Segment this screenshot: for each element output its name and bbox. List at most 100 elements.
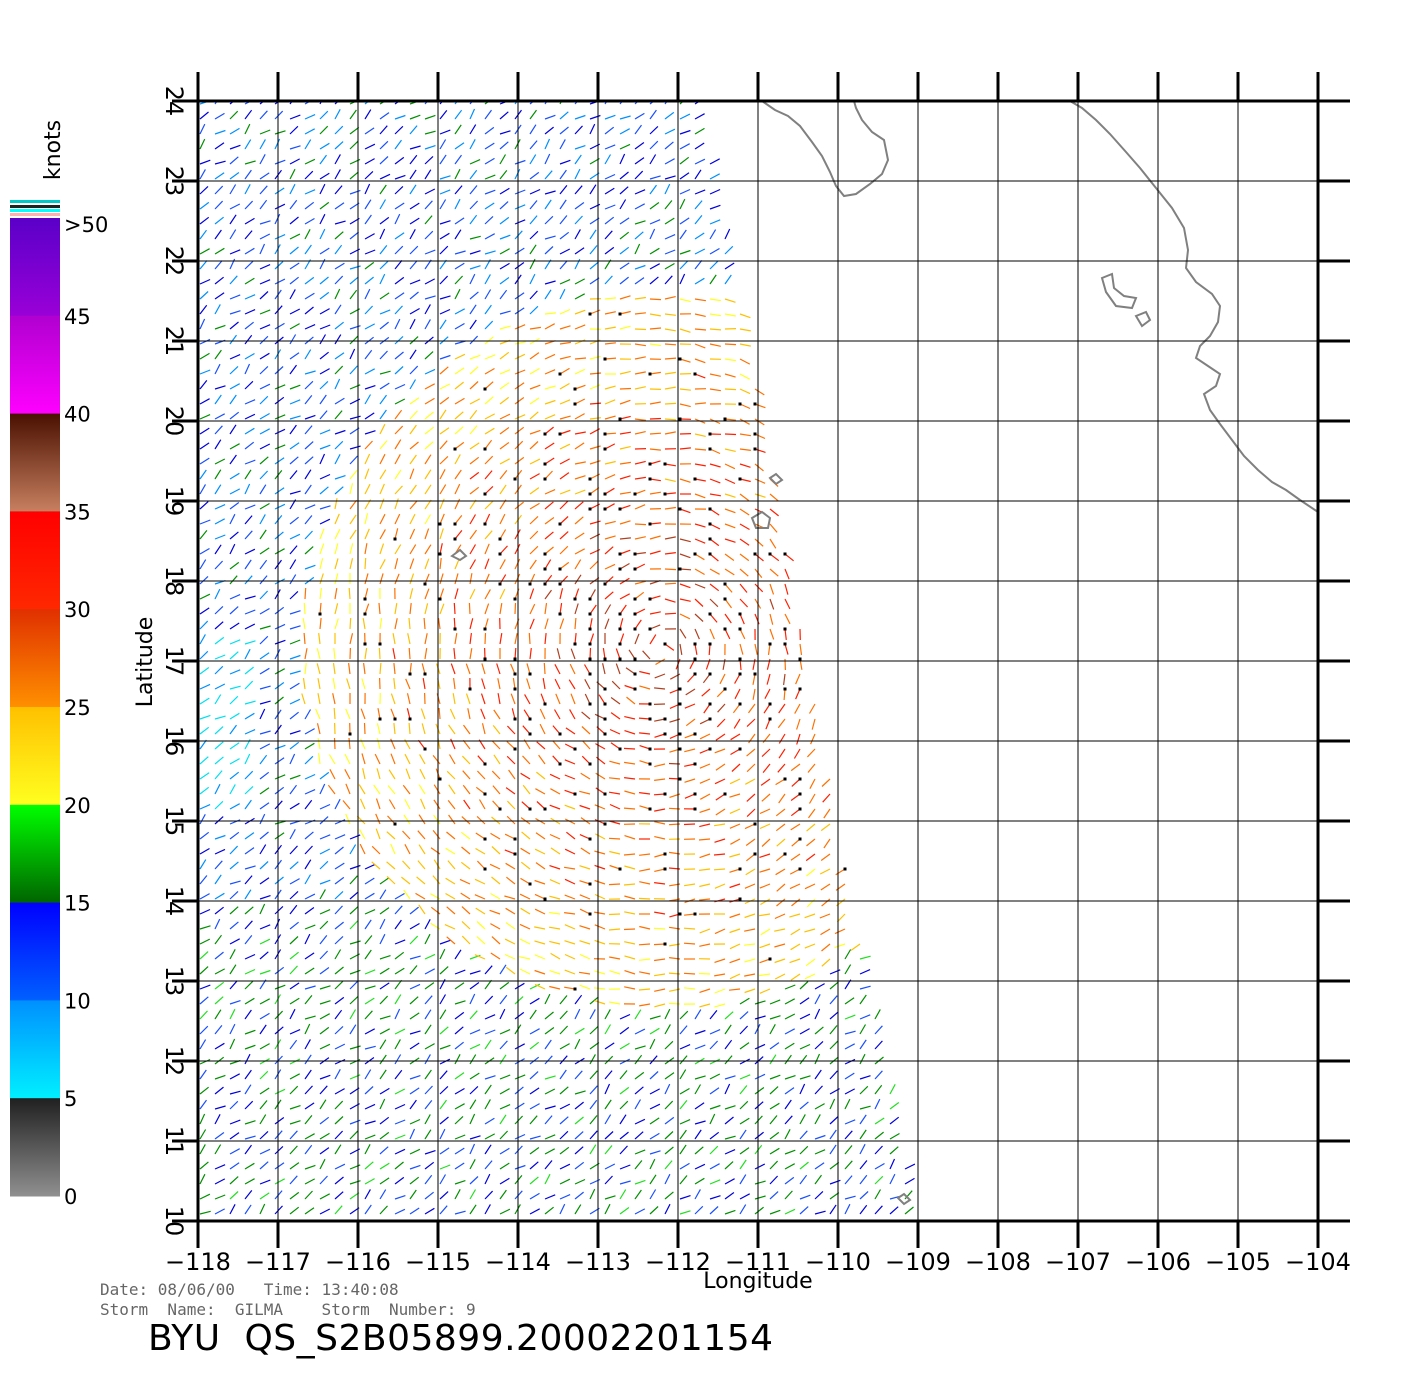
wind-vector: [214, 544, 222, 555]
wind-vector: [259, 199, 268, 210]
rain-flag: [663, 852, 667, 856]
wind-vector: [462, 784, 471, 795]
wind-vector: [559, 531, 569, 540]
wind-vector: [789, 913, 801, 918]
wind-vector: [604, 535, 616, 540]
wind-vector: [506, 876, 516, 885]
rain-flag: [678, 567, 682, 571]
wind-vector: [259, 667, 270, 675]
wind-vector: [229, 354, 241, 360]
wind-vector: [199, 138, 206, 150]
wind-vector: [484, 1204, 491, 1215]
wind-vector: [754, 1115, 763, 1125]
wind-vector: [481, 663, 486, 675]
wind-vector: [424, 411, 434, 420]
wind-vector: [418, 814, 426, 825]
wind-vector: [534, 908, 546, 915]
wind-vector: [604, 1114, 612, 1125]
rain-flag: [798, 867, 802, 871]
rain-flag: [768, 957, 772, 961]
wind-vector: [214, 160, 226, 165]
wind-vector: [317, 678, 321, 690]
wind-vector: [430, 847, 441, 855]
wind-vector: [214, 906, 224, 915]
wind-vector: [619, 633, 625, 645]
wind-vector: [454, 588, 459, 600]
wind-vector: [778, 748, 786, 759]
wind-vector: [259, 1148, 271, 1155]
wind-vector: [214, 1164, 226, 1170]
wind-vector: [469, 366, 479, 375]
wind-vector: [424, 919, 431, 930]
rain-flag: [723, 417, 727, 421]
wind-vector: [649, 101, 655, 105]
wind-vector: [439, 396, 450, 405]
wind-vector: [499, 458, 510, 465]
wind-vector: [694, 1009, 702, 1020]
wind-vector: [724, 1209, 736, 1215]
wind-vector: [499, 187, 510, 195]
rain-flag: [363, 612, 367, 616]
wind-vector: [289, 145, 301, 150]
wind-vector: [694, 189, 706, 195]
wind-vector: [439, 1128, 446, 1140]
wind-vector: [379, 125, 388, 135]
wind-vector: [574, 101, 579, 105]
wind-vector: [333, 737, 336, 750]
wind-vector: [729, 868, 741, 873]
socorro-island: [750, 510, 772, 529]
wind-vector: [453, 678, 456, 690]
wind-vector: [259, 938, 271, 945]
wind-vector: [835, 868, 846, 876]
wind-vector: [475, 847, 486, 855]
wind-vector: [334, 543, 339, 555]
wind-vector: [214, 216, 224, 225]
wind-vector: [724, 1024, 732, 1035]
wind-vector: [199, 469, 207, 480]
wind-vector: [714, 883, 726, 889]
rain-flag: [783, 627, 787, 631]
wind-vector: [634, 142, 645, 150]
wind-vector: [574, 168, 581, 180]
wind-vector: [424, 1114, 431, 1125]
wind-vector: [709, 508, 720, 516]
wind-vector: [574, 293, 585, 300]
wind-vector: [304, 292, 315, 300]
wind-vector: [784, 598, 791, 610]
wind-vector: [379, 1015, 391, 1020]
wind-vector: [394, 919, 402, 930]
wind-vector: [409, 245, 419, 255]
wind-vector: [334, 1100, 344, 1110]
wind-vector: [549, 926, 561, 930]
wind-vector: [574, 489, 586, 495]
wind-vector: [229, 394, 237, 405]
wind-vector: [214, 621, 224, 630]
wind-vector: [214, 860, 223, 870]
wind-vector: [424, 648, 428, 660]
wind-vector: [274, 278, 286, 285]
wind-vector: [430, 906, 441, 915]
wind-vector: [784, 1054, 792, 1065]
wind-vector: [289, 625, 301, 630]
wind-vector: [304, 1039, 311, 1050]
wind-vector: [679, 113, 691, 120]
wind-vector: [303, 602, 306, 615]
wind-vector: [454, 142, 465, 150]
wind-vector: [424, 1207, 435, 1215]
rain-flag: [708, 507, 712, 511]
wind-vector: [274, 130, 286, 135]
wind-vector: [799, 1075, 811, 1080]
wind-vector: [244, 413, 256, 420]
wind-vector: [529, 1115, 538, 1125]
wind-vector: [544, 246, 554, 255]
wind-vector: [454, 1147, 465, 1155]
rain-flag: [363, 597, 367, 601]
map-frame: [196, 99, 1320, 1223]
rain-flag: [783, 642, 787, 646]
wind-vector: [304, 276, 315, 285]
wind-vector: [409, 573, 415, 585]
rain-flag: [603, 357, 607, 361]
wind-vector: [684, 778, 696, 783]
wind-vector: [304, 1102, 315, 1110]
wind-vector: [424, 200, 433, 210]
